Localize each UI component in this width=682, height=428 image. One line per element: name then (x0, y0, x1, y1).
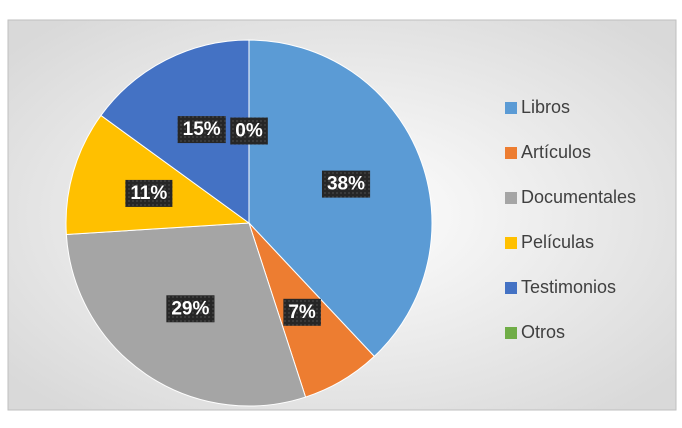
legend-label: Libros (521, 97, 570, 117)
data-labels: 38% 7% 29% 11% 15% 0% (125, 116, 371, 326)
legend-label: Películas (521, 232, 594, 252)
data-label: 29% (171, 298, 209, 319)
data-label-box (177, 116, 226, 144)
data-label: 38% (327, 174, 365, 195)
legend-swatch (505, 282, 517, 294)
legend-label: Documentales (521, 187, 636, 207)
legend-swatch (505, 327, 517, 339)
data-label: 11% (130, 183, 167, 204)
data-label-box (321, 170, 371, 198)
data-label-box (125, 179, 173, 207)
legend-label: Otros (521, 322, 565, 342)
data-label-box (166, 295, 215, 323)
pie (65, 39, 433, 407)
legend-swatch (505, 147, 517, 159)
legend-swatch (505, 237, 517, 249)
legend-label: Artículos (521, 142, 591, 162)
data-label: 7% (288, 302, 316, 323)
pie-slice (248, 39, 433, 358)
data-label: 15% (183, 119, 221, 140)
data-label-box (283, 298, 321, 326)
legend-swatch (505, 192, 517, 204)
data-label-box (230, 117, 268, 145)
pie-slice (65, 114, 251, 236)
legend-label: Testimonios (521, 277, 616, 297)
legend: Libros Artículos Documentales Películas Test… (505, 97, 636, 342)
legend-swatch (505, 102, 517, 114)
data-label: 0% (235, 121, 263, 142)
pie-slice (100, 39, 250, 224)
